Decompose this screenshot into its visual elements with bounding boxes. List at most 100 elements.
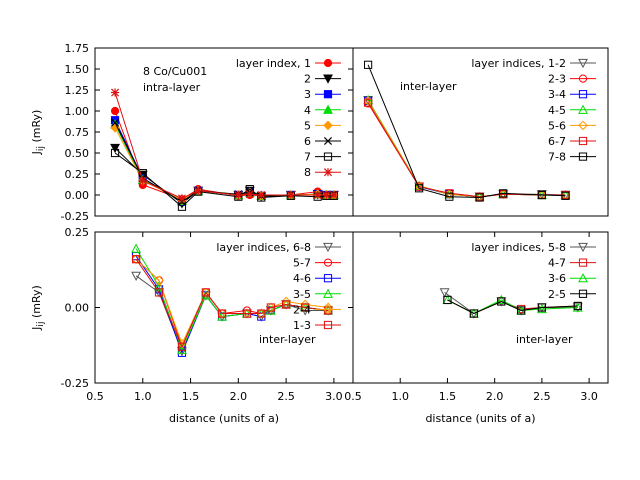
legend-marker [323,136,333,146]
y-tick-label: 0.50 [65,147,90,160]
x-axis-label: distance (units of a) [425,412,535,425]
legend-marker [323,74,333,84]
data-point [363,94,374,105]
legend-marker [323,304,333,315]
data-point [111,118,120,127]
data-point [217,309,227,318]
legend-label: 5-6 [548,119,566,132]
data-point [301,303,310,312]
series-line [114,110,334,200]
x-tick-label: 3.0 [325,390,343,403]
series-4-5 [363,94,571,201]
panel-frame [94,231,354,384]
panel-title: inter-layer [516,333,573,346]
x-tick-label: 2.0 [486,390,504,403]
legend-label: 3-5 [293,288,311,301]
legend-label: 4-6 [293,272,311,285]
data-point [177,194,187,203]
data-point [257,190,266,200]
series-1-3 [131,255,333,351]
legend: layer indices, 5-8 4-7 3-6 2-5 [471,241,596,301]
x-tick-label: 1.0 [391,390,409,403]
legend-marker [323,242,333,253]
data-point [131,271,142,281]
series-2-5 [443,295,582,318]
data-point [322,190,331,200]
data-point [364,60,373,69]
y-tick-label: 0.25 [65,168,90,181]
data-point [110,143,120,154]
legend-marker [323,274,333,283]
y-tick-label: -0.25 [61,377,89,390]
legend-marker [323,288,333,298]
y-axis-label: Jij (mRy) [30,285,46,331]
legend: layer indices, 1-2 2-3 3-4 4-5 5-6 6-7 7-8 [471,57,596,164]
data-point [475,193,484,202]
data-point [234,190,243,200]
legend-label: 2 [304,73,311,86]
data-point [110,122,120,133]
legend-marker [323,258,333,267]
data-point [573,301,582,311]
y-axis-label: Jij (mRy) [30,110,46,156]
legend: layer index, 1 2 3 4 5 6 7 8 [236,57,341,179]
legend-label: layer indices, 1-2 [471,57,566,70]
legend-label: 2-5 [548,288,566,301]
legend-label: 2-4 [293,303,311,316]
panel-br: 0.5 1.0 1.5 2.0 2.5 3.0 distance (units of a) i… [344,231,609,425]
series-line [367,64,566,199]
legend-label: 4-5 [548,104,566,117]
panel-title: intra-layer [143,81,201,94]
data-point [364,98,373,107]
y-tick-label: 0.00 [65,189,90,202]
y-tick-label: 1.75 [65,42,90,55]
legend-marker [323,320,333,330]
series-5-6 [363,96,571,202]
x-tick-label: 2.0 [230,390,248,403]
data-point [281,296,291,307]
y-tick-label: 1.25 [65,84,90,97]
data-point [300,299,311,310]
data-point [561,191,570,200]
panel-tl: -0.25 0.00 0.25 0.50 0.75 1.00 1.25 1.50 1.75 Jij… [30,42,354,223]
data-point [445,192,454,201]
legend-marker [323,152,333,161]
legend-marker [578,152,588,161]
legend-marker [578,74,588,83]
data-point [499,189,508,198]
data-point [265,305,276,315]
legend-marker [323,104,333,114]
series-2-3 [364,99,570,201]
x-tick-label: 3.0 [580,390,598,403]
data-point [329,190,338,200]
data-point [572,302,583,312]
legend-label: 3 [304,88,311,101]
data-point [154,288,164,297]
legend-marker [578,258,588,267]
data-point [282,300,291,309]
series-line [367,99,566,198]
legend-marker [578,90,588,99]
series-line [367,100,566,198]
legend-label: 3-4 [548,88,566,101]
legend-label: 7-8 [548,151,566,164]
legend-marker [578,289,588,298]
data-point [245,190,254,199]
data-point [517,306,526,315]
panel-tr: inter-layer layer indices, 1-2 2-3 3-4 4-5 5-… [352,47,609,217]
data-point [286,190,295,200]
panel-frame [352,231,609,384]
x-tick-label: 1.0 [134,390,152,403]
series-group [363,60,571,202]
panel-title: inter-layer [400,80,457,93]
y-tick-label: -0.25 [61,210,89,223]
y-tick-label: 0.75 [65,126,90,139]
data-point [443,295,452,305]
x-tick-label: 2.5 [533,390,551,403]
series-1-2 [363,95,571,202]
panel-title: 8 Co/Cu001 [143,65,207,78]
legend-label: 7 [304,151,311,164]
data-point [217,308,227,319]
series-line [114,152,334,208]
